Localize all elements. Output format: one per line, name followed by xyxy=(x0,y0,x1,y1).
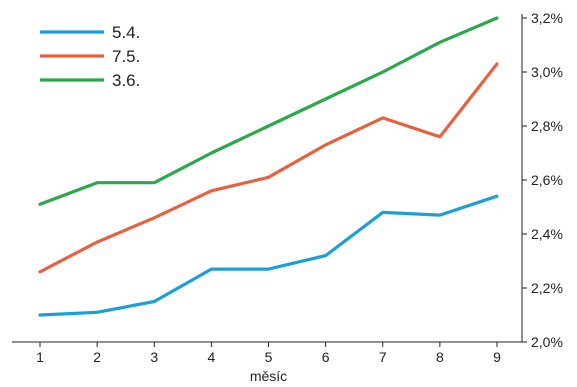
series-line-2 xyxy=(38,62,499,274)
x-ticks: 1 2 3 4 5 6 7 8 9 xyxy=(36,342,501,365)
x-tick-label: 3 xyxy=(150,349,158,365)
legend-label-2: 7.5. xyxy=(112,47,140,66)
x-tick-label: 7 xyxy=(379,349,387,365)
y-tick-label: 3,2% xyxy=(531,10,563,26)
x-tick-label: 8 xyxy=(436,349,444,365)
y-ticks: 2,0% 2,2% 2,4% 2,6% 2,8% 3,0% 3,2% xyxy=(522,10,563,350)
x-tick-label: 5 xyxy=(265,349,273,365)
x-axis-title: měsíc xyxy=(250,368,287,384)
x-tick-label: 2 xyxy=(93,349,101,365)
y-tick-label: 2,0% xyxy=(531,334,563,350)
y-tick-label: 2,6% xyxy=(531,172,563,188)
y-tick-label: 2,2% xyxy=(531,280,563,296)
legend-label-3: 3.6. xyxy=(112,71,140,90)
x-tick-label: 9 xyxy=(493,349,501,365)
x-tick-label: 1 xyxy=(36,349,44,365)
y-tick-label: 2,8% xyxy=(531,118,563,134)
legend: 5.4. 7.5. 3.6. xyxy=(40,23,140,90)
series-line-3 xyxy=(38,16,499,206)
legend-label-1: 5.4. xyxy=(112,23,140,42)
x-tick-label: 4 xyxy=(207,349,215,365)
y-tick-label: 3,0% xyxy=(531,64,563,80)
series-line-1 xyxy=(38,194,499,317)
x-tick-label: 6 xyxy=(322,349,330,365)
series-lines xyxy=(38,16,499,317)
y-tick-label: 2,4% xyxy=(531,226,563,242)
